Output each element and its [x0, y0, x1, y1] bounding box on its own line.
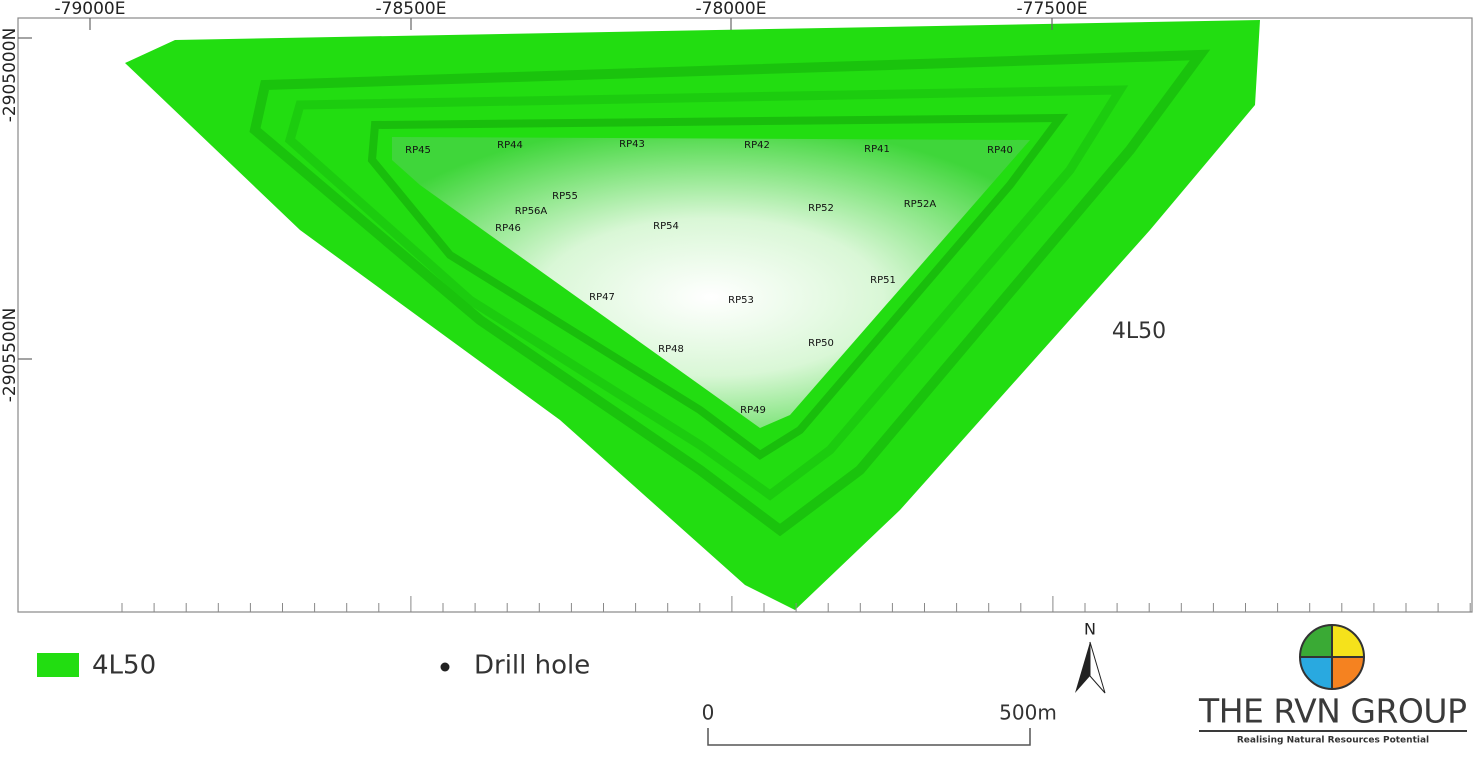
easting-label: -77500E [1017, 0, 1088, 19]
drill-hole-label: RP55 [552, 191, 578, 202]
legend-dot [440, 662, 450, 672]
easting-label: -78500E [376, 0, 447, 19]
logo: THE RVN GROUP Realising Natural Resource… [1198, 623, 1467, 746]
drill-hole-label: RP52 [808, 203, 834, 214]
drill-hole-label: RP49 [740, 405, 766, 416]
drill-hole-label: RP47 [589, 292, 615, 303]
drill-hole-label: RP40 [987, 145, 1013, 156]
scale-label: 0 [702, 701, 715, 725]
northing-label: -2905000N [0, 28, 20, 123]
logo-tagline: Realising Natural Resources Potential [1237, 736, 1429, 746]
drill-hole-label: RP52A [904, 199, 937, 210]
legend-label: 4L50 [92, 651, 156, 681]
drill-hole-label: RP41 [864, 144, 890, 155]
bench [367, 113, 1069, 460]
north-label: N [1084, 620, 1096, 639]
legend-label: Drill hole [474, 651, 590, 681]
drill-hole-label: RP43 [619, 139, 645, 150]
drill-hole-label: RP53 [728, 295, 754, 306]
drill-hole-label: RP50 [808, 338, 834, 349]
drill-hole-label: RP46 [495, 223, 521, 234]
north-arrow [1089, 641, 1106, 694]
bottom-ticks [121, 596, 1471, 612]
legend-swatch [37, 653, 79, 677]
drill-hole-label: RP56A [515, 206, 548, 217]
drill-hole-label: RP44 [497, 140, 523, 151]
pit-floor [392, 137, 1030, 428]
easting-label: -78000E [696, 0, 767, 19]
scale-label: 500m [999, 701, 1057, 725]
ticks [18, 18, 1053, 360]
scale-bar [707, 728, 1031, 746]
drill-hole-label: RP54 [653, 221, 679, 232]
logo-name: THE RVN GROUP [1198, 692, 1467, 731]
drill-hole-label: RP42 [744, 140, 770, 151]
easting-label: -79000E [55, 0, 126, 19]
drill-hole-label: RP51 [870, 275, 896, 286]
bench [249, 49, 1211, 537]
north-arrow [1075, 642, 1090, 693]
drill-hole-label: RP45 [405, 145, 431, 156]
bench [284, 85, 1129, 501]
drill-hole-label: RP48 [658, 344, 684, 355]
drill-holes: RP45 RP44 RP43 RP42 RP41 RP40 RP55 RP56A… [405, 139, 1013, 416]
pit-label: 4L50 [1112, 319, 1166, 344]
northing-label: -2905500N [0, 308, 20, 403]
